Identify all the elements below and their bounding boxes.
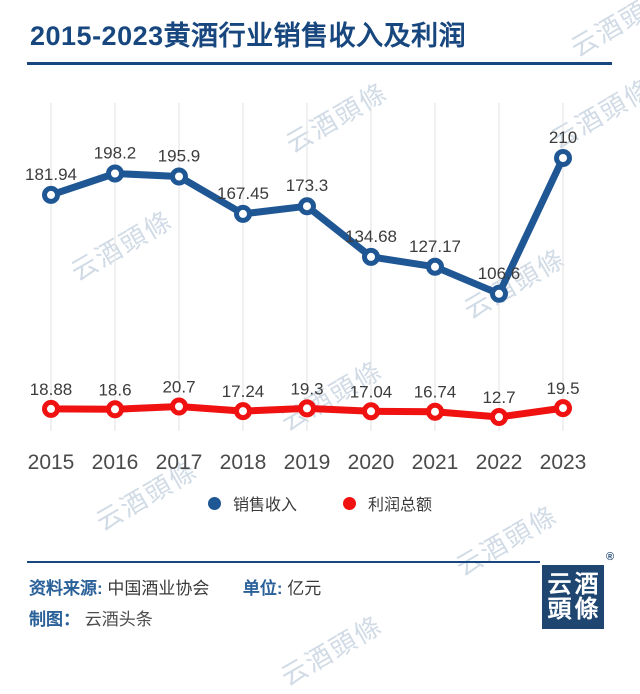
- legend-item-revenue: 销售收入: [207, 491, 297, 515]
- logo-text-line1: 云酒: [547, 570, 602, 598]
- legend-label: 销售收入: [232, 497, 297, 514]
- footer-divider: [27, 561, 540, 563]
- watermark: 云酒頭條: [275, 609, 388, 692]
- x-axis-label: 2016: [92, 451, 139, 474]
- data-point: [234, 402, 252, 421]
- data-label: 19.3: [290, 379, 323, 398]
- unit-label: 单位:: [242, 579, 283, 598]
- data-point: [106, 400, 124, 419]
- credit-label: 制图：: [29, 610, 80, 629]
- data-label: 181.94: [25, 165, 77, 184]
- line-chart: 2015 2016 2017 2018 2019 2020 2021 2022 2023 181.…: [25, 103, 587, 474]
- legend-item-profit: 利润总额: [343, 491, 432, 515]
- page-title: 2015-2023黄酒行业销售收入及利润: [30, 21, 467, 51]
- x-axis-label: 2015: [28, 451, 75, 474]
- data-label: 198.2: [94, 144, 137, 163]
- data-point: [426, 257, 444, 276]
- title-underline: [27, 62, 612, 65]
- data-point: [298, 197, 316, 216]
- credit-value: 云酒头条: [84, 610, 153, 629]
- x-axis-label: 2022: [476, 451, 523, 474]
- data-point: [42, 399, 60, 418]
- data-point: [234, 204, 252, 223]
- logo-text-line2: 頭條: [547, 596, 602, 623]
- profit-dot-icon: [343, 496, 356, 510]
- data-point: [42, 185, 60, 204]
- x-axis-label: 2019: [284, 451, 331, 474]
- credit-line: 制图： 云酒头条: [29, 605, 153, 630]
- data-point: [554, 399, 572, 418]
- data-label: 195.9: [158, 147, 201, 166]
- data-label: 19.5: [546, 379, 579, 398]
- source-label: 资料来源:: [29, 579, 103, 598]
- data-point: [170, 167, 188, 186]
- data-point: [106, 164, 124, 183]
- revenue-dot-icon: [207, 496, 221, 510]
- data-point: [554, 149, 572, 167]
- data-point: [298, 399, 316, 418]
- data-point: [170, 397, 188, 416]
- data-label: 167.45: [217, 184, 269, 203]
- data-label: 173.3: [286, 176, 329, 195]
- x-axis-label: 2021: [412, 451, 459, 474]
- data-point: [362, 402, 380, 421]
- data-point: [426, 402, 444, 421]
- source-line: 资料来源: 中国酒业协会 单位: 亿元: [29, 574, 321, 599]
- data-label: 18.88: [30, 380, 73, 399]
- x-axis-label: 2017: [156, 451, 203, 474]
- data-label: 18.6: [98, 380, 131, 399]
- data-label: 210: [549, 128, 577, 147]
- x-axis-label: 2023: [540, 451, 587, 474]
- data-label: 134.68: [345, 227, 397, 246]
- data-label: 127.17: [409, 237, 461, 256]
- data-point: [490, 284, 508, 303]
- data-label: 20.7: [162, 378, 195, 397]
- legend-label: 利润总额: [368, 497, 433, 514]
- source-value: 中国酒业协会: [107, 579, 210, 598]
- data-label: 17.04: [350, 382, 393, 401]
- registered-trademark-icon: ®: [606, 551, 615, 563]
- unit-value: 亿元: [287, 579, 322, 598]
- yunjiu-toutiao-logo: 云酒 頭條: [542, 565, 604, 629]
- data-label: 12.7: [482, 388, 515, 407]
- data-point: [362, 247, 380, 266]
- data-label: 106.6: [478, 264, 521, 283]
- data-label: 17.24: [222, 382, 265, 401]
- x-axis-label: 2020: [348, 451, 395, 474]
- data-point: [490, 408, 508, 426]
- x-axis-label: 2018: [220, 451, 267, 474]
- chart-legend: 销售收入 利润总额: [0, 490, 640, 516]
- data-label: 16.74: [414, 383, 457, 402]
